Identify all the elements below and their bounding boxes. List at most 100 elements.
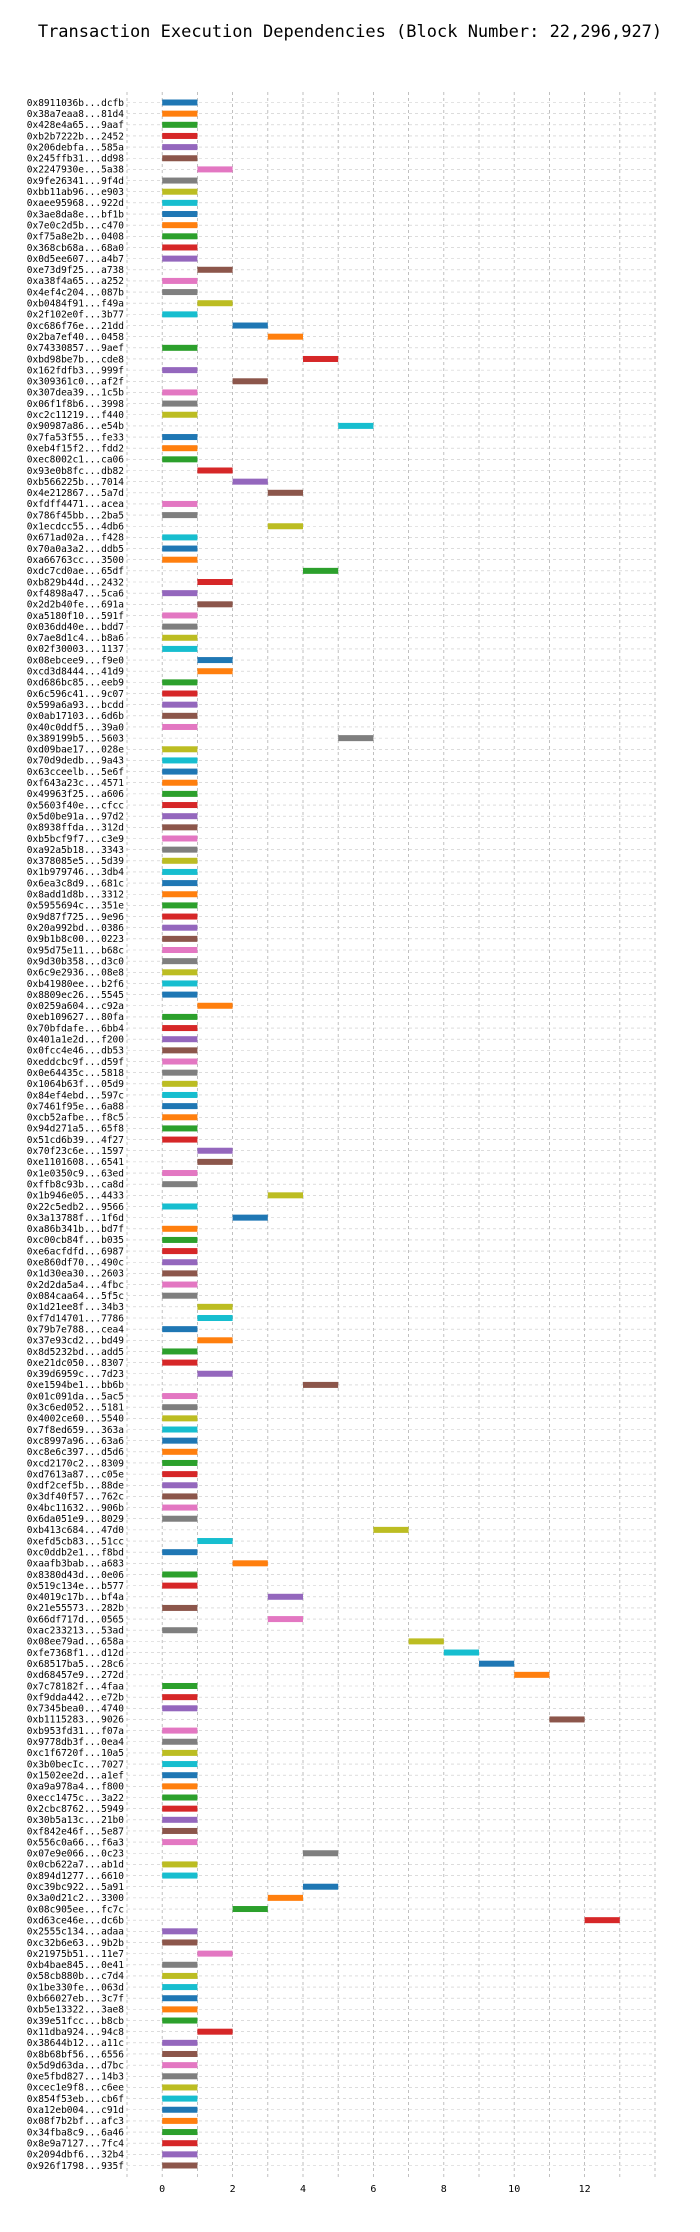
transaction-bar	[162, 144, 198, 151]
transaction-label: 0xb1115283...9026	[27, 1715, 125, 1726]
transaction-label: 0xb5e13322...3ae8	[27, 2005, 125, 2016]
transaction-bar	[162, 701, 198, 708]
transaction-label: 0xb66027eb...3c7f	[27, 1994, 124, 2005]
transaction-bar	[197, 1950, 233, 1957]
transaction-label: 0x38644b12...a11c	[27, 2038, 124, 2049]
transaction-bar	[162, 2129, 198, 2136]
x-tick-label: 4	[300, 2184, 306, 2195]
transaction-bar	[162, 1292, 198, 1299]
transaction-label: 0x90987a86...e54b	[27, 421, 125, 432]
transaction-label: 0x0ab17103...6d6b	[27, 711, 125, 722]
transaction-label: 0x5603f40e...cfcc	[27, 800, 124, 811]
transaction-bar	[267, 1894, 303, 1901]
transaction-bar	[303, 355, 339, 362]
transaction-bar	[162, 512, 198, 519]
transaction-bar	[162, 1682, 198, 1689]
transaction-label: 0xb953fd31...f07a	[27, 1726, 124, 1737]
transaction-label: 0x8add1d8b...3312	[27, 890, 124, 901]
transaction-label: 0x84ef4ebd...597c	[27, 1090, 124, 1101]
transaction-label: 0x01c091da...5ac5	[27, 1391, 124, 1402]
transaction-bar	[162, 311, 198, 318]
transaction-bar	[162, 1482, 198, 1489]
transaction-bar	[162, 1794, 198, 1801]
transaction-bar	[162, 1738, 198, 1745]
transaction-bar	[232, 378, 268, 385]
transaction-label: 0xc0ddb2e1...f8bd	[27, 1547, 124, 1558]
transaction-bar	[162, 1326, 198, 1333]
transaction-label: 0xefd5cb83...51cc	[27, 1536, 124, 1547]
transaction-label: 0x06f1f8b6...3998	[27, 399, 125, 410]
transaction-label: 0xd686bc85...eeb9	[27, 678, 125, 689]
transaction-bar	[162, 1816, 198, 1823]
transaction-label: 0xe21dc050...8307	[27, 1358, 124, 1369]
transaction-bar	[373, 1526, 409, 1533]
transaction-bar	[232, 1906, 268, 1913]
transaction-label: 0xf842e46f...5e87	[27, 1826, 124, 1837]
transaction-bar	[162, 500, 198, 507]
transaction-bar	[162, 1972, 198, 1979]
transaction-bar	[162, 913, 198, 920]
transaction-label: 0xc686f76e...21dd	[27, 321, 124, 332]
transaction-bar	[162, 2151, 198, 2158]
transaction-label: 0xc1f6720f...10a5	[27, 1748, 124, 1759]
transaction-bar	[338, 422, 374, 429]
transaction-label: 0x21975b51...11e7	[27, 1949, 124, 1960]
transaction-bar	[197, 601, 233, 608]
transaction-bar	[162, 289, 198, 296]
transaction-bar	[162, 1448, 198, 1455]
transaction-bar	[162, 1984, 198, 1991]
transaction-bar	[162, 790, 198, 797]
transaction-bar	[162, 813, 198, 820]
transaction-label: 0x37e93cd2...bd49	[27, 1336, 125, 1347]
transaction-bar	[162, 255, 198, 262]
transaction-label: 0xf75a8e2b...0408	[27, 232, 125, 243]
transaction-bar	[197, 467, 233, 474]
transaction-bar	[162, 1515, 198, 1522]
transaction-bar	[408, 1638, 444, 1645]
transaction-label: 0xb4bae845...0e41	[27, 1960, 125, 1971]
transaction-label: 0xc8997a96...63a6	[27, 1436, 125, 1447]
transaction-bar	[162, 1827, 198, 1834]
transaction-bar	[162, 1861, 198, 1868]
transaction-bar	[162, 1058, 198, 1065]
transaction-label: 0xdc7cd0ae...65df	[27, 566, 124, 577]
transaction-label: 0xe73d9f25...a738	[27, 265, 125, 276]
transaction-label: 0x8809ec26...5545	[27, 990, 124, 1001]
transaction-label: 0x7345bea0...4740	[27, 1704, 125, 1715]
transaction-label: 0x7461f95e...6a88	[27, 1101, 125, 1112]
transaction-bar	[443, 1649, 479, 1656]
transaction-label: 0xe1594be1...bb6b	[27, 1380, 125, 1391]
transaction-label: 0xa5180f10...591f	[27, 611, 124, 622]
transaction-bar	[162, 1025, 198, 1032]
transaction-bar	[162, 846, 198, 853]
transaction-bar	[162, 1270, 198, 1277]
transaction-bar	[162, 991, 198, 998]
transaction-label: 0x22c5edb2...9566	[27, 1202, 125, 1213]
transaction-label: 0xcd3d8444...41d9	[27, 667, 125, 678]
transaction-bar	[162, 411, 198, 418]
transaction-label: 0xbb11ab96...e903	[27, 187, 124, 198]
transaction-bar	[479, 1660, 515, 1667]
transaction-bar	[162, 690, 198, 697]
transaction-bar	[162, 1170, 198, 1177]
transaction-bar	[162, 634, 198, 641]
transaction-bar	[162, 924, 198, 931]
transaction-label: 0x0259a604...c92a	[27, 1001, 124, 1012]
transaction-label: 0x084caa64...5f5c	[27, 1291, 124, 1302]
transaction-label: 0x93e0b8fc...db82	[27, 466, 124, 477]
transaction-bar	[162, 1459, 198, 1466]
transaction-bar	[162, 1359, 198, 1366]
transaction-label: 0xe860df70...490c	[27, 1258, 124, 1269]
transaction-label: 0xcb52afbe...f8c5	[27, 1113, 124, 1124]
transaction-label: 0x9778db3f...0ea4	[27, 1737, 125, 1748]
transaction-bar	[162, 2117, 198, 2124]
transaction-bar	[584, 1917, 620, 1924]
transaction-label: 0x3b0becIc...7027	[27, 1759, 124, 1770]
transaction-label: 0x428e4a65...9aaf	[27, 120, 124, 131]
transaction-label: 0x3df40f57...762c	[27, 1492, 124, 1503]
transaction-bar	[162, 1772, 198, 1779]
transaction-bar	[162, 1203, 198, 1210]
transaction-label: 0x206debfa...585a	[27, 142, 124, 153]
transaction-bar	[162, 1348, 198, 1355]
transaction-bar	[162, 389, 198, 396]
